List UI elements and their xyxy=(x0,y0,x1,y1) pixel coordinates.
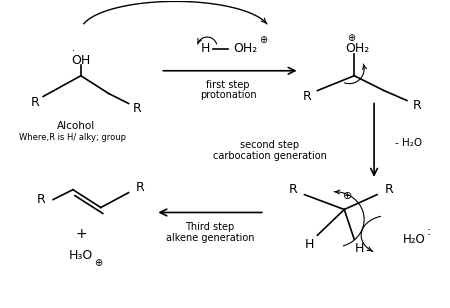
Text: OH: OH xyxy=(71,54,90,67)
Text: H₂O: H₂O xyxy=(402,233,425,246)
Text: H: H xyxy=(305,238,314,251)
Text: H: H xyxy=(200,43,210,55)
Text: OH₂: OH₂ xyxy=(234,43,258,55)
Text: ⊕: ⊕ xyxy=(259,35,267,45)
Text: Where,R is H/ alky; group: Where,R is H/ alky; group xyxy=(19,133,126,142)
Text: R: R xyxy=(37,193,45,206)
Text: H: H xyxy=(355,242,364,255)
Text: OH₂: OH₂ xyxy=(345,43,369,55)
Text: second step: second step xyxy=(240,140,299,150)
Text: R: R xyxy=(136,181,145,194)
Text: ⊕: ⊕ xyxy=(94,258,102,268)
Text: R: R xyxy=(413,99,421,112)
Text: R: R xyxy=(385,183,393,196)
Text: Alcohol: Alcohol xyxy=(57,121,95,131)
Text: R: R xyxy=(289,183,298,196)
Text: H₃O: H₃O xyxy=(69,249,93,261)
Text: R: R xyxy=(133,102,142,115)
Text: carbocation generation: carbocation generation xyxy=(213,151,327,161)
Text: ⊕: ⊕ xyxy=(347,33,356,43)
Text: first step: first step xyxy=(206,80,250,90)
Text: R: R xyxy=(303,90,312,103)
Text: :: : xyxy=(427,225,431,238)
Text: alkene generation: alkene generation xyxy=(166,233,254,243)
Text: Third step: Third step xyxy=(185,222,235,232)
Text: protonation: protonation xyxy=(200,90,256,99)
Text: - H₂O: - H₂O xyxy=(395,138,423,148)
Text: +: + xyxy=(75,227,87,241)
Text: ·: · xyxy=(72,46,76,56)
Text: R: R xyxy=(31,96,40,109)
Text: ⊕: ⊕ xyxy=(342,191,352,201)
